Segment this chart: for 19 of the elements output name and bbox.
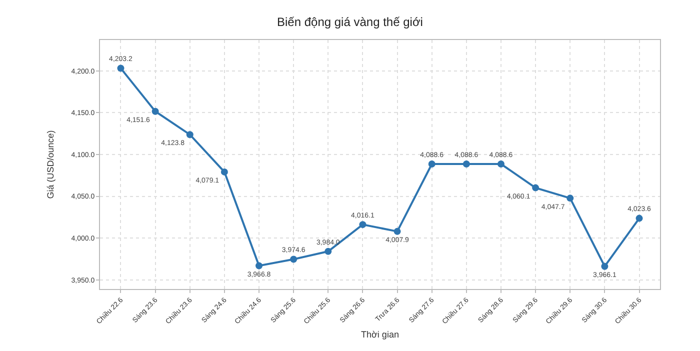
point	[532, 184, 540, 192]
y-axis-title: Giá (USD/ounce)	[46, 130, 56, 199]
point	[117, 64, 124, 72]
point	[497, 160, 504, 168]
x-axis-title: Thời gian	[361, 330, 399, 340]
chart-title: Biến động giá vàng thế giới	[277, 14, 423, 29]
point	[256, 262, 263, 270]
point	[394, 228, 401, 235]
point	[566, 194, 574, 202]
point	[359, 221, 366, 228]
point	[220, 168, 228, 176]
point	[636, 214, 643, 222]
point	[428, 160, 436, 168]
point	[152, 108, 159, 115]
point	[601, 262, 608, 270]
point	[290, 256, 298, 263]
point	[324, 248, 332, 255]
point	[462, 160, 470, 168]
point	[186, 131, 194, 138]
